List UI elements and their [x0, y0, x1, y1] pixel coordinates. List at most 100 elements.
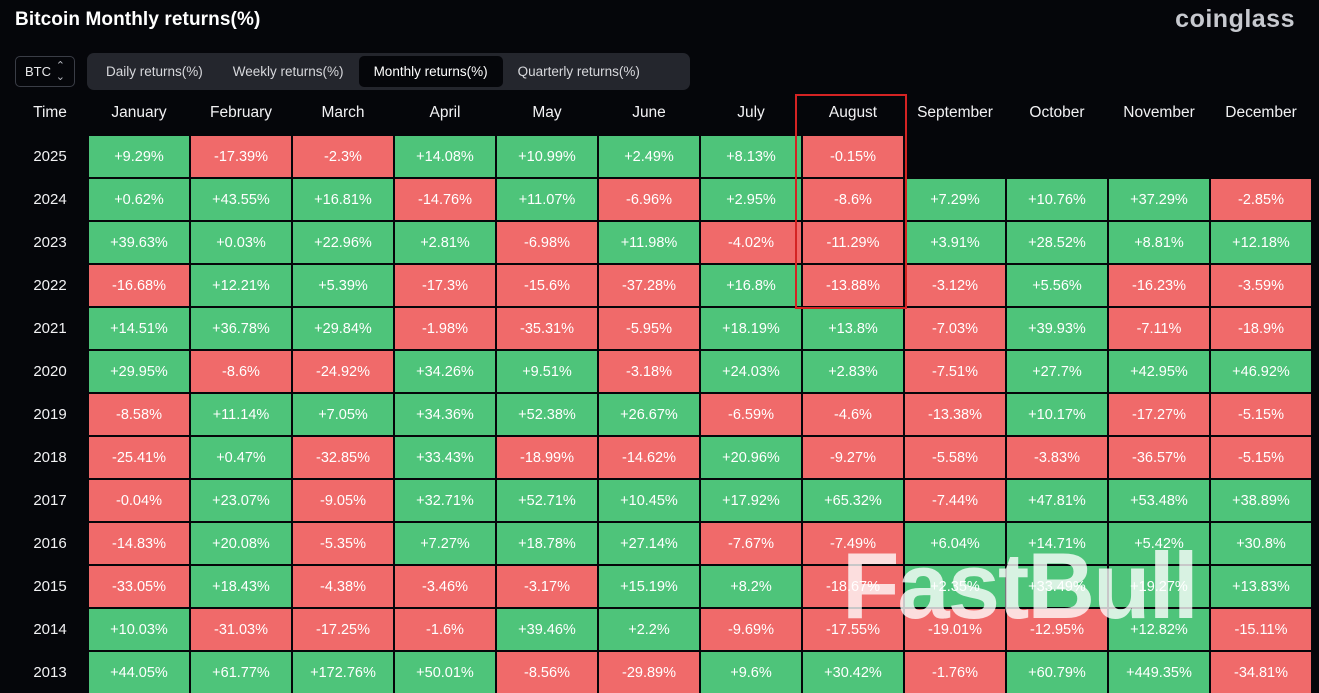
return-cell: -6.98%: [497, 222, 597, 263]
return-cell: -0.15%: [803, 136, 903, 177]
return-cell: +18.19%: [701, 308, 801, 349]
return-cell: +10.76%: [1007, 179, 1107, 220]
return-cell: +12.21%: [191, 265, 291, 306]
return-cell: +172.76%: [293, 652, 393, 693]
return-cell: +20.96%: [701, 437, 801, 478]
month-header-march: March: [321, 104, 365, 121]
month-header-august: August: [828, 104, 878, 121]
month-header-june: June: [632, 104, 666, 121]
return-cell: +36.78%: [191, 308, 291, 349]
return-cell: +9.51%: [497, 351, 597, 392]
return-cell: +9.29%: [89, 136, 189, 177]
return-cell: +9.6%: [701, 652, 801, 693]
return-cell: +18.43%: [191, 566, 291, 607]
return-cell: -6.59%: [701, 394, 801, 435]
return-cell: -29.89%: [599, 652, 699, 693]
return-cell: [905, 136, 1005, 177]
return-cell: -7.49%: [803, 523, 903, 564]
return-cell: -4.02%: [701, 222, 801, 263]
month-header-october: October: [1029, 104, 1085, 121]
return-cell: -2.3%: [293, 136, 393, 177]
return-cell: -9.27%: [803, 437, 903, 478]
return-cell: -15.6%: [497, 265, 597, 306]
return-cell: +33.43%: [395, 437, 495, 478]
return-cell: +60.79%: [1007, 652, 1107, 693]
return-cell: -2.85%: [1211, 179, 1311, 220]
return-cell: +14.51%: [89, 308, 189, 349]
return-cell: [1109, 136, 1209, 177]
return-cell: +27.14%: [599, 523, 699, 564]
return-cell: +52.38%: [497, 394, 597, 435]
monthly-returns-table: Time January February March April May June July…: [13, 92, 1311, 693]
return-cell: +14.71%: [1007, 523, 1107, 564]
return-cell: +12.18%: [1211, 222, 1311, 263]
return-cell: +24.03%: [701, 351, 801, 392]
return-cell: +11.07%: [497, 179, 597, 220]
return-cell: -16.23%: [1109, 265, 1209, 306]
returns-period-tabs: Daily returns(%) Weekly returns(%) Month…: [87, 53, 690, 90]
return-cell: -1.76%: [905, 652, 1005, 693]
time-header: Time: [33, 104, 67, 121]
return-cell: +16.81%: [293, 179, 393, 220]
return-cell: +52.71%: [497, 480, 597, 521]
return-cell: -9.69%: [701, 609, 801, 650]
return-cell: -13.88%: [803, 265, 903, 306]
return-cell: -24.92%: [293, 351, 393, 392]
return-cell: +22.96%: [293, 222, 393, 263]
return-cell: +5.39%: [293, 265, 393, 306]
return-cell: +29.95%: [89, 351, 189, 392]
return-cell: -18.99%: [497, 437, 597, 478]
return-cell: +13.83%: [1211, 566, 1311, 607]
tab-monthly-returns[interactable]: Monthly returns(%): [358, 56, 503, 87]
month-header-april: April: [429, 104, 461, 121]
return-cell: +2.83%: [803, 351, 903, 392]
return-cell: +15.19%: [599, 566, 699, 607]
return-cell: -19.01%: [905, 609, 1005, 650]
return-cell: -5.58%: [905, 437, 1005, 478]
return-cell: -17.39%: [191, 136, 291, 177]
return-cell: +449.35%: [1109, 652, 1209, 693]
return-cell: -7.03%: [905, 308, 1005, 349]
return-cell: -35.31%: [497, 308, 597, 349]
return-cell: -5.15%: [1211, 437, 1311, 478]
return-cell: -6.96%: [599, 179, 699, 220]
return-cell: +53.48%: [1109, 480, 1209, 521]
return-cell: -16.68%: [89, 265, 189, 306]
return-cell: +0.47%: [191, 437, 291, 478]
tab-weekly-returns[interactable]: Weekly returns(%): [232, 64, 344, 79]
return-cell: -15.11%: [1211, 609, 1311, 650]
page-title: Bitcoin Monthly returns(%): [15, 9, 261, 30]
return-cell: +33.49%: [1007, 566, 1107, 607]
return-cell: -31.03%: [191, 609, 291, 650]
year-label: 2013: [33, 664, 67, 681]
return-cell: +30.42%: [803, 652, 903, 693]
month-header-february: February: [209, 104, 273, 121]
return-cell: +43.55%: [191, 179, 291, 220]
return-cell: +38.89%: [1211, 480, 1311, 521]
return-cell: -18.9%: [1211, 308, 1311, 349]
return-cell: +0.62%: [89, 179, 189, 220]
return-cell: -8.6%: [803, 179, 903, 220]
year-label: 2020: [33, 363, 67, 380]
return-cell: +3.91%: [905, 222, 1005, 263]
return-cell: +2.2%: [599, 609, 699, 650]
year-label: 2018: [33, 449, 67, 466]
year-label: 2021: [33, 320, 67, 337]
return-cell: +7.27%: [395, 523, 495, 564]
return-cell: -17.3%: [395, 265, 495, 306]
return-cell: +10.17%: [1007, 394, 1107, 435]
return-cell: +2.95%: [701, 179, 801, 220]
return-cell: +5.56%: [1007, 265, 1107, 306]
month-header-january: January: [111, 104, 167, 121]
tab-daily-returns[interactable]: Daily returns(%): [106, 64, 203, 79]
return-cell: -3.46%: [395, 566, 495, 607]
coin-select[interactable]: BTC ⌃ ⌄: [15, 56, 75, 87]
return-cell: -8.56%: [497, 652, 597, 693]
return-cell: -0.04%: [89, 480, 189, 521]
return-cell: -17.55%: [803, 609, 903, 650]
return-cell: +2.49%: [599, 136, 699, 177]
tab-quarterly-returns[interactable]: Quarterly returns(%): [517, 64, 640, 79]
month-header-september: September: [917, 104, 993, 121]
return-cell: -7.44%: [905, 480, 1005, 521]
return-cell: -5.95%: [599, 308, 699, 349]
